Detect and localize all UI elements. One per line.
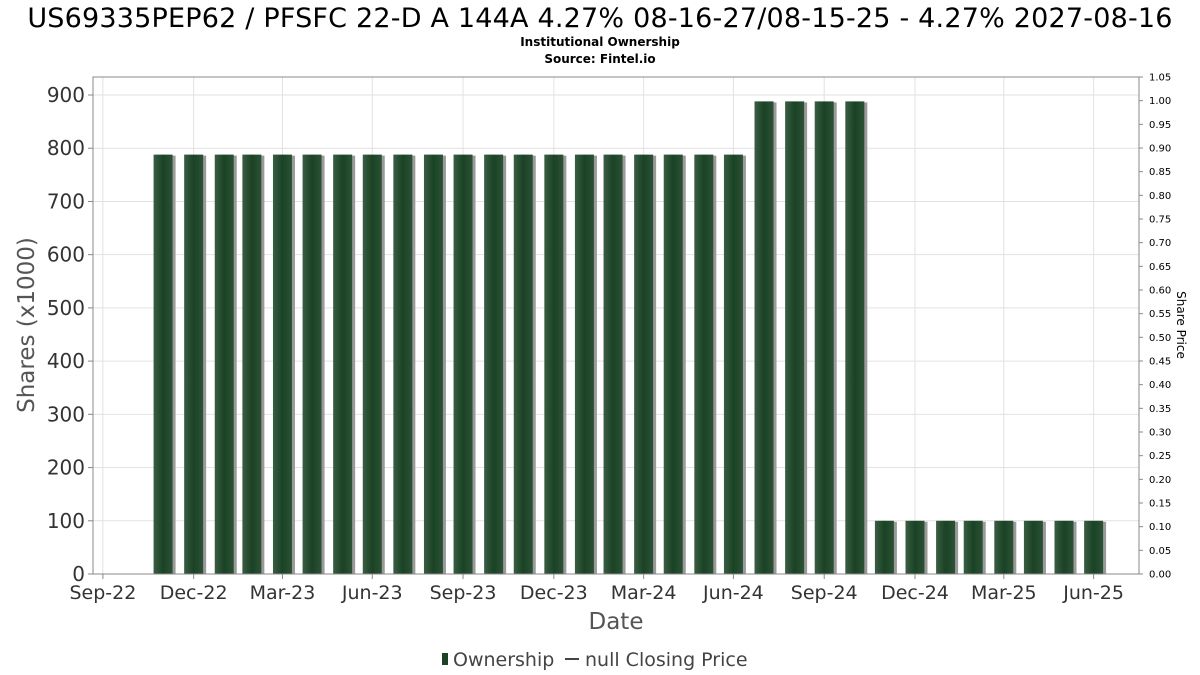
y-right-tick-label: 1.00 [1149, 96, 1171, 107]
ownership-bar [513, 154, 533, 574]
y-tick-label: 600 [47, 243, 85, 267]
y-right-tick-label: 0.95 [1149, 120, 1171, 131]
ownership-bar [1023, 520, 1043, 574]
y-right-tick-label: 0.85 [1149, 167, 1171, 178]
y-right-tick-label: 0.50 [1149, 333, 1171, 344]
ownership-bar [333, 154, 353, 574]
ownership-bar [574, 154, 594, 574]
y-right-tick-label: 0.65 [1149, 262, 1171, 273]
ownership-bar [302, 154, 322, 574]
ownership-bar [272, 154, 292, 574]
ownership-bar [634, 154, 654, 574]
y-axis-title-right: Share Price [1174, 291, 1188, 359]
y-tick-label: 100 [47, 509, 85, 533]
x-tick-label: Dec-23 [520, 582, 588, 604]
plot-frame [92, 76, 1140, 575]
x-tick-label: Sep-22 [69, 582, 136, 604]
ownership-bar [663, 154, 683, 574]
y-tick-label: 900 [47, 83, 85, 107]
y-tick-label: 700 [47, 189, 85, 213]
ownership-bar [362, 154, 382, 574]
x-tick-label: Jun-24 [702, 582, 764, 604]
y-right-tick-label: 0.45 [1149, 357, 1171, 368]
ownership-bar [484, 154, 504, 574]
ownership-bar [214, 154, 234, 574]
y-right-tick-label: 1.05 [1149, 73, 1171, 84]
legend-ownership-swatch [442, 653, 448, 665]
y-right-tick-label: 0.15 [1149, 499, 1171, 510]
x-tick-label: Sep-23 [430, 582, 497, 604]
y-right-tick-label: 0.05 [1149, 546, 1171, 557]
ownership-bar [603, 154, 623, 574]
ownership-bar [723, 154, 743, 574]
ownership-bar [874, 520, 894, 574]
ownership-bar [905, 520, 925, 574]
y-right-tick-label: 0.55 [1149, 309, 1171, 320]
legend-price-label: null Closing Price [585, 649, 748, 671]
y-right-tick-label: 0.90 [1149, 144, 1171, 155]
x-tick-label: Mar-25 [971, 582, 1037, 604]
y-tick-label: 400 [47, 349, 85, 373]
chart-subtitle: Institutional Ownership [520, 35, 680, 49]
y-tick-label: 500 [47, 296, 85, 320]
x-tick-label: Dec-22 [160, 582, 228, 604]
y-tick-label: 300 [47, 402, 85, 426]
ownership-bar [694, 154, 714, 574]
y-right-tick-label: 0.80 [1149, 191, 1171, 202]
y-right-tick-label: 0.25 [1149, 451, 1171, 462]
ownership-bar [423, 154, 443, 574]
x-tick-label: Mar-24 [611, 582, 677, 604]
chart-source: Source: Fintel.io [544, 52, 656, 66]
x-axis-title: Date [589, 609, 644, 635]
ownership-bar [153, 154, 173, 574]
y-tick-label: 800 [47, 136, 85, 160]
ownership-bar [994, 520, 1014, 574]
legend: Ownership null Closing Price [442, 649, 748, 671]
ownership-bar [814, 101, 834, 575]
ownership-bar [453, 154, 473, 574]
y-right-tick-label: 0.30 [1149, 428, 1171, 439]
tick-labels: 0 100 200 300 400 500 600 700 800 900 0.00 0.05 0.10… [47, 73, 1171, 605]
y-right-tick-label: 0.35 [1149, 404, 1171, 415]
legend-ownership-label: Ownership [453, 649, 554, 671]
chart-title: US69335PEP62 / PFSFC 22-D A 144A 4.27% 0… [27, 3, 1173, 34]
y-axis-title: Shares (x1000) [14, 237, 40, 413]
ownership-bar [184, 154, 204, 574]
ownership-bar [845, 101, 865, 575]
y-right-tick-label: 0.60 [1149, 286, 1171, 297]
x-tick-label: Jun-23 [341, 582, 403, 604]
ownership-bar [963, 520, 983, 574]
ownership-bar [393, 154, 413, 574]
x-tick-label: Jun-25 [1062, 582, 1124, 604]
y-tick-label: 0 [72, 562, 85, 586]
ownership-bar [936, 520, 956, 574]
ownership-bar [544, 154, 564, 574]
x-tick-label: Sep-24 [791, 582, 858, 604]
x-tick-label: Dec-24 [881, 582, 949, 604]
y-right-tick-label: 0.20 [1149, 475, 1171, 486]
x-tick-label: Mar-23 [250, 582, 316, 604]
ownership-bar [754, 101, 774, 575]
ownership-bar [785, 101, 805, 575]
ownership-bar [242, 154, 262, 574]
y-right-tick-label: 0.40 [1149, 380, 1171, 391]
ownership-bar [1054, 520, 1074, 574]
y-tick-label: 200 [47, 456, 85, 480]
y-right-tick-label: 0.00 [1149, 570, 1171, 581]
y-right-tick-label: 0.10 [1149, 522, 1171, 533]
y-right-tick-label: 0.75 [1149, 215, 1171, 226]
y-right-tick-label: 0.70 [1149, 238, 1171, 249]
ownership-bar [1084, 520, 1104, 574]
bars [153, 101, 1107, 575]
